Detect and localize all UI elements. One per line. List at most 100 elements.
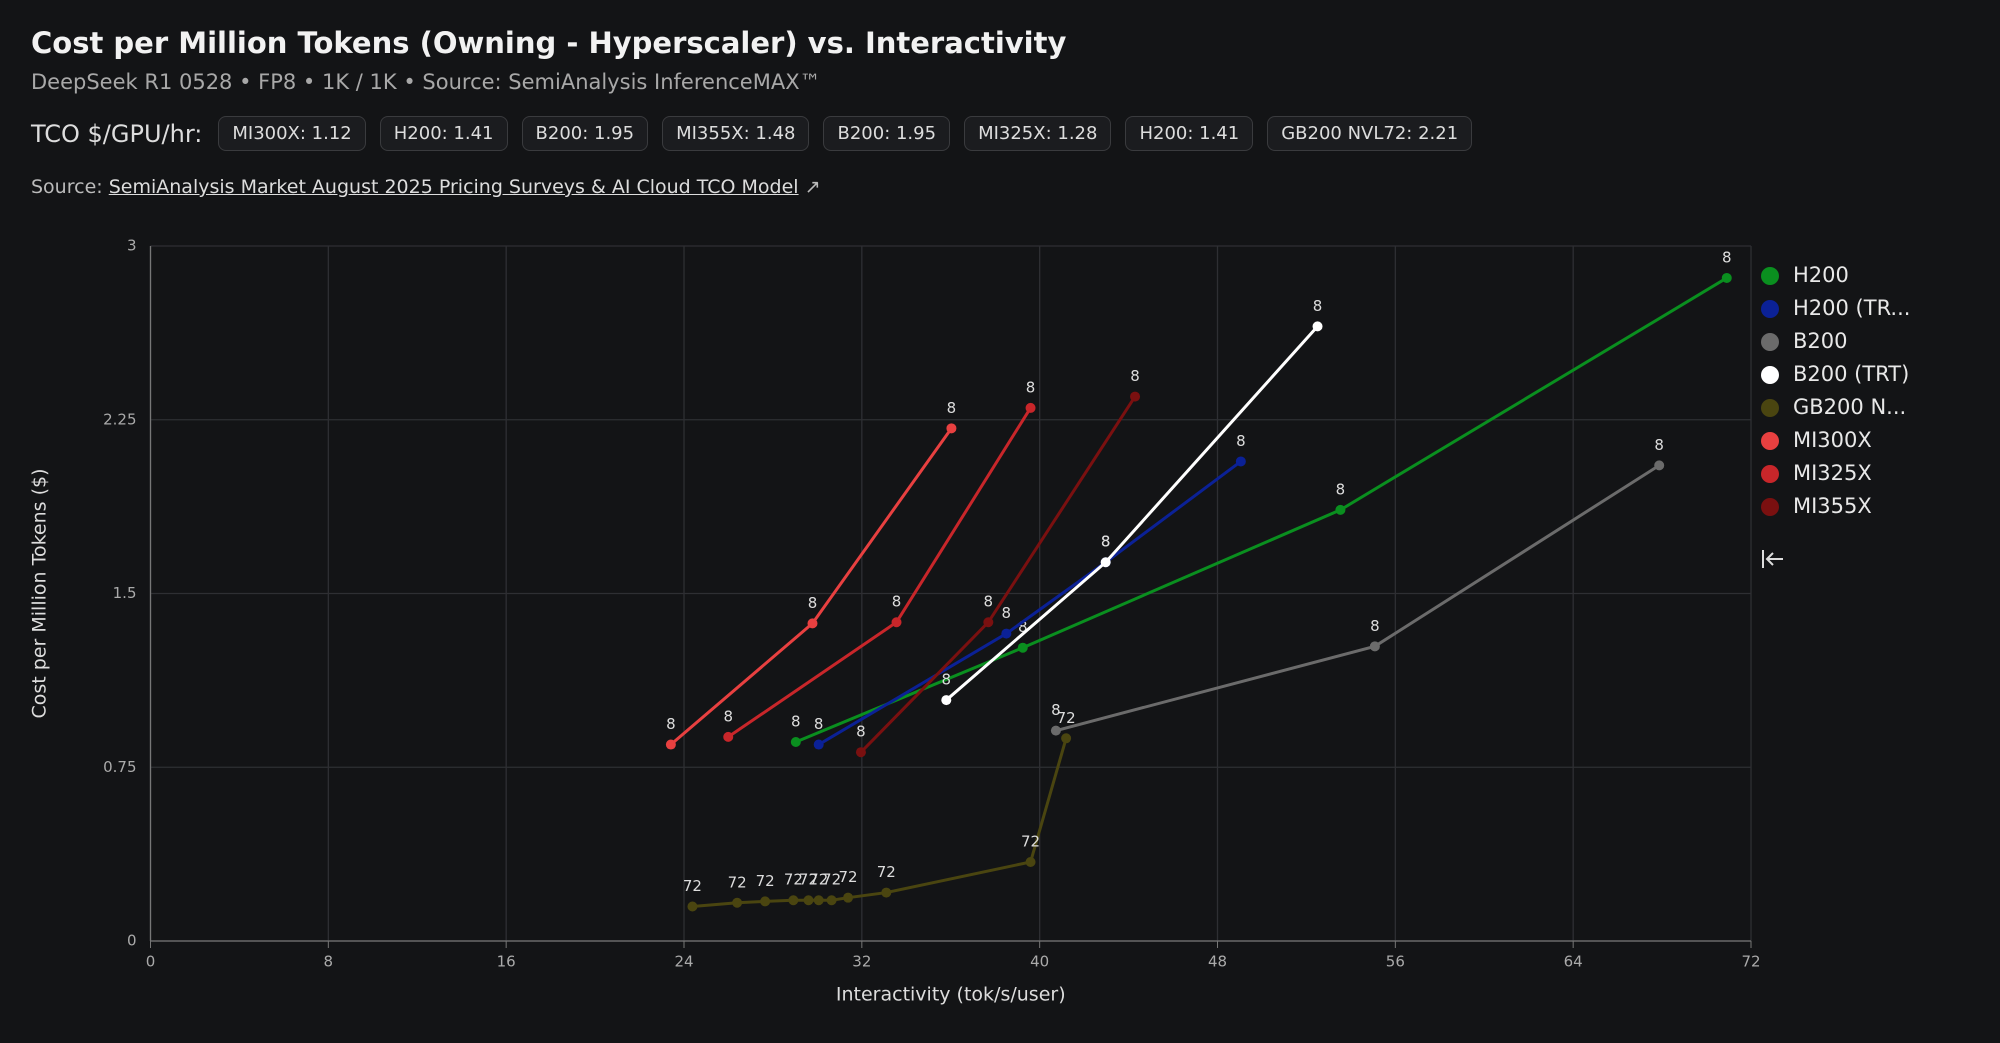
legend-label: H200 (TR... [1793, 296, 1910, 320]
point-label: 8 [1002, 604, 1012, 622]
data-point [1061, 733, 1072, 744]
tco-chip: H200: 1.41 [1125, 116, 1254, 151]
legend-swatch [1761, 267, 1779, 285]
series-line [817, 460, 1242, 746]
legend-swatch [1761, 366, 1779, 384]
tco-chip: H200: 1.41 [379, 116, 508, 151]
data-point [760, 896, 771, 907]
point-label: 8 [1654, 436, 1664, 454]
data-point [665, 739, 676, 750]
point-label: 8 [1101, 533, 1111, 551]
tco-chip: MI300X: 1.12 [218, 116, 366, 151]
subtitle: DeepSeek R1 0528 • FP8 • 1K / 1K • Sourc… [31, 70, 821, 94]
point-label: 8 [1051, 701, 1061, 719]
point-label: 72 [784, 871, 803, 889]
legend-swatch [1761, 399, 1779, 417]
data-point [788, 895, 799, 906]
point-label: 8 [984, 593, 994, 611]
point-label: 72 [756, 872, 775, 890]
x-tick-label: 48 [1208, 953, 1227, 971]
x-tick-label: 40 [1030, 953, 1049, 971]
y-tick-label: 2.25 [103, 410, 136, 428]
tco-row: TCO $/GPU/hr: MI300X: 1.12 H200: 1.41 B200:… [31, 116, 1473, 151]
data-point [881, 887, 892, 898]
data-point [843, 892, 854, 903]
point-label: 8 [791, 712, 801, 730]
data-point [1025, 857, 1036, 868]
legend-label: MI300X [1793, 428, 1872, 452]
point-label: 8 [1722, 248, 1732, 266]
data-point [941, 695, 952, 706]
data-point [732, 897, 743, 908]
tco-chip: MI355X: 1.48 [662, 116, 810, 151]
source-link[interactable]: SemiAnalysis Market August 2025 Pricing … [108, 176, 799, 198]
x-tick-label: 0 [146, 953, 156, 971]
point-label: 8 [1026, 378, 1036, 396]
data-point [790, 736, 801, 747]
x-tick-label: 16 [497, 953, 516, 971]
x-axis-label: Interactivity (tok/s/user) [836, 984, 1066, 1006]
point-label: 8 [1130, 367, 1140, 385]
point-label: 72 [728, 873, 747, 891]
point-label: 8 [1370, 617, 1380, 635]
x-tick-label: 24 [674, 953, 693, 971]
point-label: 8 [666, 715, 676, 733]
legend-label: H200 [1793, 263, 1849, 287]
data-point [687, 901, 698, 912]
tco-chip: MI325X: 1.28 [964, 116, 1112, 151]
legend-swatch [1761, 432, 1779, 450]
legend-label: GB200 N... [1793, 395, 1906, 419]
data-point [1025, 402, 1036, 413]
x-tick-label: 32 [852, 953, 871, 971]
legend-label: B200 [1793, 329, 1848, 353]
x-tick-label: 8 [324, 953, 334, 971]
data-point [1654, 460, 1665, 471]
point-label: 8 [723, 707, 733, 725]
point-label: 72 [839, 868, 858, 886]
data-point [813, 895, 824, 906]
data-point [946, 423, 957, 434]
x-tick-label: 56 [1386, 953, 1405, 971]
data-point [1050, 725, 1061, 736]
point-label: 72 [877, 863, 896, 881]
data-point [1001, 628, 1012, 639]
point-label: 72 [683, 877, 702, 895]
tco-chip: B200: 1.95 [521, 116, 649, 151]
data-point [891, 617, 902, 628]
point-label: 8 [892, 593, 902, 611]
link-icon: ↗ [804, 176, 821, 198]
tco-chip: GB200 NVL72: 2.21 [1267, 116, 1473, 151]
data-point [723, 731, 734, 742]
legend-label: MI355X [1793, 494, 1872, 518]
data-point [803, 895, 814, 906]
series-line [669, 427, 953, 746]
legend-swatch [1761, 498, 1779, 516]
point-label: 72 [822, 871, 841, 889]
data-point [1130, 391, 1141, 402]
data-point [1017, 642, 1028, 653]
data-point [1235, 456, 1246, 467]
point-label: 8 [947, 399, 957, 417]
x-tick-label: 72 [1741, 953, 1760, 971]
point-label: 8 [1236, 432, 1246, 450]
chart-title: Cost per Million Tokens (Owning - Hypers… [31, 26, 1067, 60]
point-label: 8 [1336, 480, 1346, 498]
series-line [727, 407, 1032, 739]
legend-label: MI325X [1793, 461, 1872, 485]
tco-chip: B200: 1.95 [823, 116, 951, 151]
point-label: 72 [1057, 709, 1076, 727]
series-line [692, 737, 1068, 908]
source-prefix: Source: [31, 176, 103, 198]
y-tick-label: 0 [127, 932, 137, 950]
legend-swatch [1761, 465, 1779, 483]
point-label: 72 [1021, 833, 1040, 851]
point-label: 8 [808, 594, 818, 612]
data-point [1335, 504, 1346, 515]
legend-label: B200 (TRT) [1793, 362, 1909, 386]
point-label: 8 [814, 715, 824, 733]
point-label: 8 [1313, 297, 1323, 315]
y-tick-label: 0.75 [103, 758, 136, 776]
point-label: 8 [1101, 533, 1111, 551]
